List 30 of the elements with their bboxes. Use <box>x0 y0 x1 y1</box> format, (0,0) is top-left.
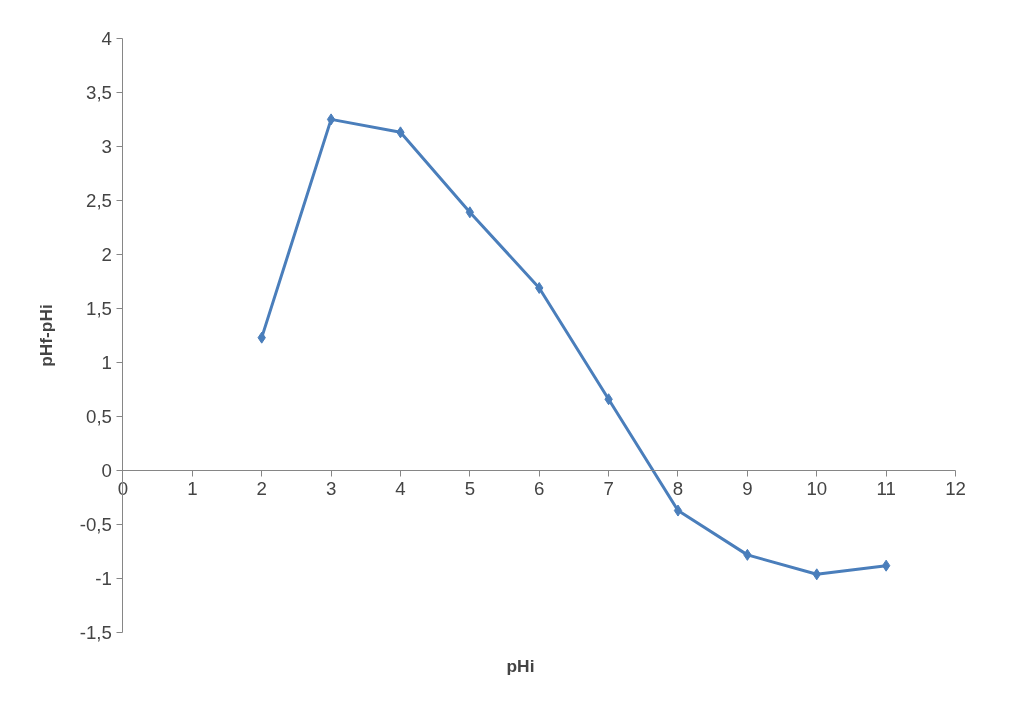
point <box>881 559 891 572</box>
point <box>673 504 683 517</box>
x-tick-label: 1 <box>187 477 198 499</box>
y-tick-label: 3,5 <box>86 81 112 103</box>
x-tick-label: 4 <box>395 477 406 499</box>
y-tick-label: 0,5 <box>86 406 112 428</box>
point <box>326 113 336 126</box>
y-tick-label: 1 <box>101 352 112 374</box>
y-tick-label: 2 <box>101 243 112 265</box>
x-tick-label: 2 <box>256 477 267 499</box>
x-tick-label: 12 <box>945 477 966 499</box>
x-tick-label: 6 <box>534 477 545 499</box>
y-tick-label: 4 <box>101 27 112 49</box>
y-axis-title: pHf-pHi <box>35 304 56 367</box>
x-tick-label: 8 <box>672 477 684 499</box>
x-tick-label: 10 <box>806 477 828 499</box>
y-tick-label: 1,5 <box>86 297 112 319</box>
y-tick-label: -1 <box>95 568 112 590</box>
point <box>465 206 475 219</box>
x-tick-label: 11 <box>876 477 896 499</box>
y-tick-label: -1,5 <box>79 622 112 644</box>
x-tick-label: 9 <box>742 477 753 499</box>
y-tick-label: -0,5 <box>79 514 112 536</box>
y-tick-label: 3 <box>101 135 112 157</box>
y-tick-label: 0 <box>101 460 112 482</box>
x-tick-label: 5 <box>464 477 476 499</box>
x-tick-label: 3 <box>325 477 337 499</box>
x-tick-label: 7 <box>603 477 614 499</box>
y-tick-label: 2,5 <box>86 189 112 211</box>
x-axis-title: pHi <box>506 655 535 676</box>
